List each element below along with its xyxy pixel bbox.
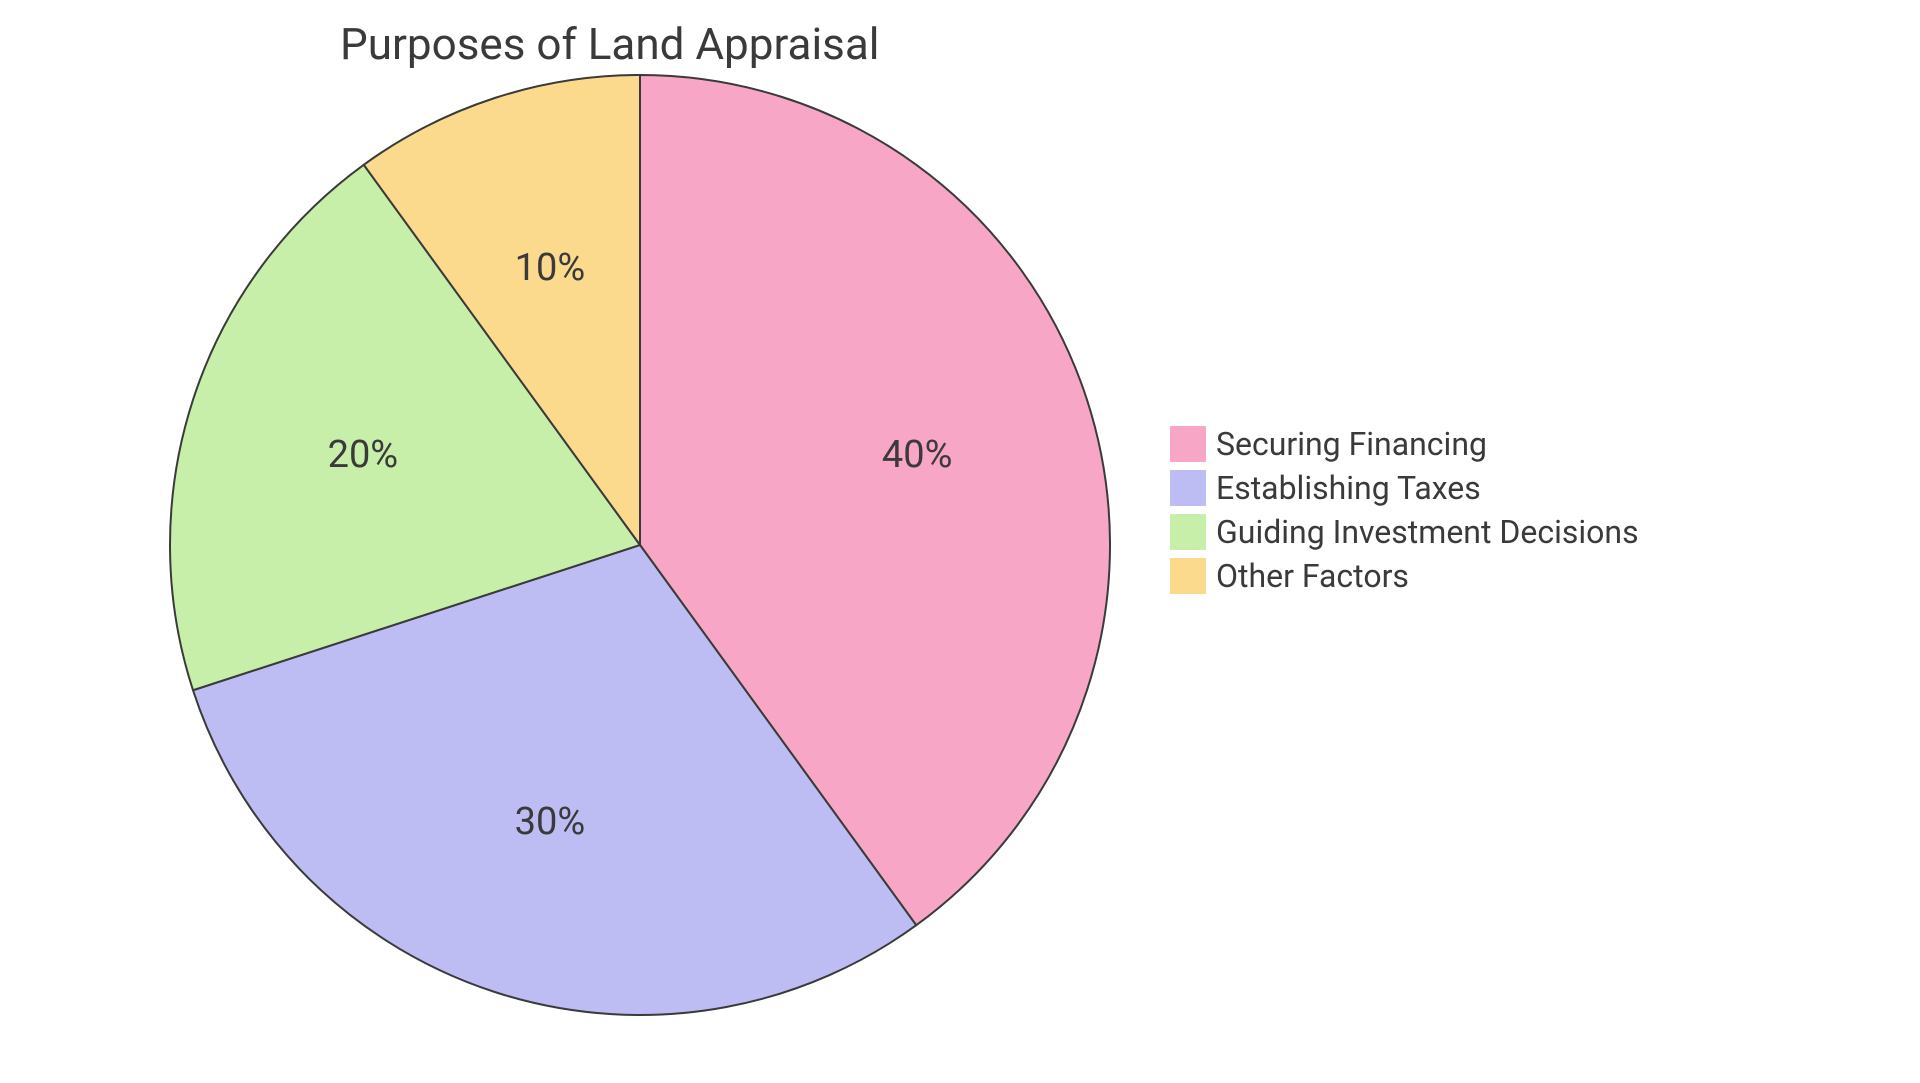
legend-label: Establishing Taxes (1216, 469, 1481, 507)
legend: Securing Financing Establishing Taxes Guid… (1170, 425, 1639, 601)
legend-swatch (1170, 558, 1206, 594)
legend-item: Other Factors (1170, 557, 1639, 595)
legend-swatch (1170, 514, 1206, 550)
legend-swatch (1170, 426, 1206, 462)
legend-item: Guiding Investment Decisions (1170, 513, 1639, 551)
chart-title: Purposes of Land Appraisal (340, 18, 880, 70)
legend-item: Establishing Taxes (1170, 469, 1639, 507)
slice-label: 30% (515, 800, 586, 844)
legend-item: Securing Financing (1170, 425, 1639, 463)
slice-label: 40% (882, 433, 953, 477)
slice-label: 20% (328, 433, 399, 477)
slice-label: 10% (515, 246, 586, 290)
legend-label: Other Factors (1216, 557, 1409, 595)
legend-swatch (1170, 470, 1206, 506)
legend-label: Securing Financing (1216, 425, 1487, 463)
pie-chart: Purposes of Land Appraisal 40%30%20%10% … (0, 0, 1920, 1083)
legend-label: Guiding Investment Decisions (1216, 513, 1639, 551)
